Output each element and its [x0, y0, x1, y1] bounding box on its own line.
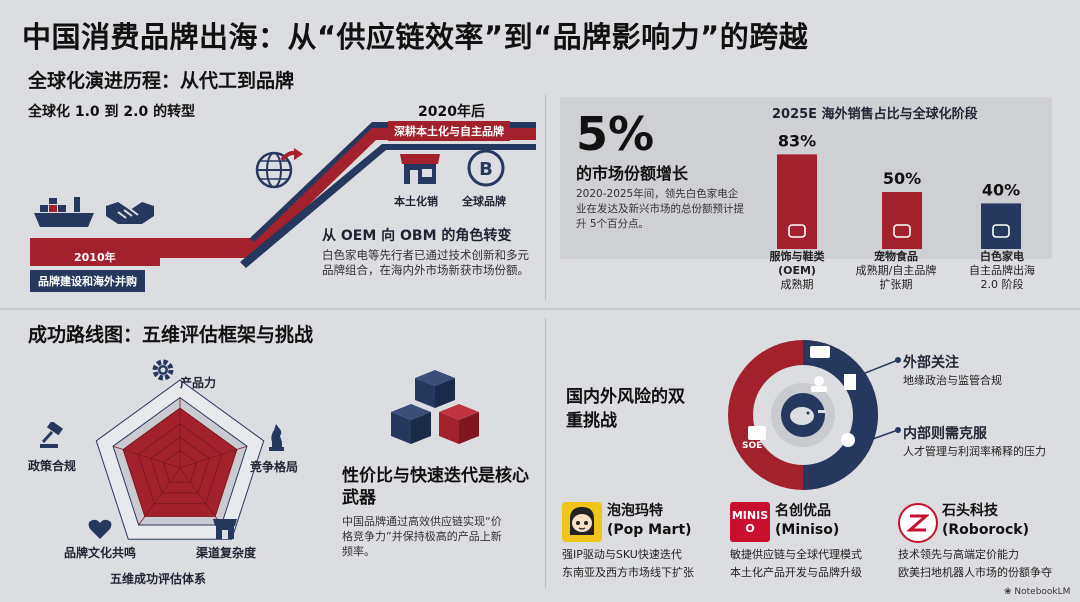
- bar-petfood-icon: [893, 224, 911, 238]
- bar-label-petfood-1: 宠物食品: [874, 250, 918, 263]
- watermark-logo-icon: ❀: [1004, 587, 1015, 597]
- evolution-heading: 全球化演进历程：从代工到品牌: [28, 70, 295, 92]
- chart-title: 2025E 海外销售占比与全球化阶段: [772, 107, 978, 122]
- watermark: ❀ NotebookLM: [1004, 587, 1070, 597]
- donut-connector-lines: [860, 357, 901, 441]
- radar-axis-4: [112, 445, 181, 469]
- bar-label-apparel-1: 服饰与鞋类: [769, 250, 825, 263]
- divider-vertical-bottom: [545, 318, 546, 588]
- bar-label-apparel: 服饰与鞋类 (OEM) 成熟期: [752, 250, 842, 292]
- radar-axis-1: [179, 445, 248, 469]
- chess-knight-icon: [269, 424, 284, 451]
- risk-donut-chart: SOE: [728, 340, 878, 490]
- big-number-label: 的市场份额增长: [576, 164, 689, 183]
- global-brand-coin-icon: B: [467, 149, 505, 187]
- oem-title: 从 OEM 向 OBM 的角色转变: [322, 228, 512, 244]
- big-number: 5%: [576, 107, 655, 161]
- bar-label-petfood-2: 成熟期/自主品牌: [855, 264, 937, 277]
- roadmap-heading: 成功路线图：五维评估框架与挑战: [28, 324, 314, 346]
- dim-brand-culture: 品牌文化共鸣: [64, 546, 137, 560]
- brand-miniso-name: 名创优品: [775, 503, 831, 519]
- popmart-character-icon: [570, 507, 594, 535]
- bar-label-apparel-2: (OEM): [778, 264, 816, 277]
- radar-axis-3: [138, 467, 181, 526]
- brand-roborock-desc1: 技术领先与高端定价能力: [898, 548, 1019, 561]
- brand-popmart-desc1: 强IP驱动与SKU快速迭代: [562, 548, 682, 561]
- market-desc: 2020-2025年间，领先白色家电企业在发达及新兴市场的总份额预计提升 5个百…: [576, 188, 744, 230]
- core-desc: 中国品牌通过高效供应链实现“价格竞争力”并保持极高的产品上新频率。: [342, 515, 502, 558]
- popmart-logo: [562, 502, 602, 542]
- gavel-icon: [40, 422, 64, 448]
- risk-internal-title: 内部则需克服: [903, 426, 987, 442]
- bar-label-petfood: 宠物食品 成熟期/自主品牌 扩张期: [846, 250, 946, 292]
- radar-chart: [95, 379, 265, 540]
- label-2010: 品牌建设和海外并购: [30, 270, 145, 292]
- brand-miniso-desc2: 本土化产品开发与品牌升级: [730, 566, 862, 579]
- evolution-subheading: 全球化 1.0 到 2.0 的转型: [28, 104, 196, 120]
- dim-competition: 竞争格局: [250, 460, 299, 474]
- handshake-icon: [106, 202, 154, 224]
- dim-compliance: 政策合规: [28, 459, 77, 473]
- heart-icon: [88, 519, 112, 539]
- cargo-ship-icon: [34, 197, 94, 227]
- roborock-logo: [898, 503, 938, 543]
- year-2020-label: 2020年后: [418, 104, 485, 120]
- brand-popmart-name: 泡泡玛特: [607, 503, 663, 519]
- page-title: 中国消费品牌出海：从“供应链效率”到“品牌影响力”的跨越: [22, 20, 809, 54]
- overseas-share-bar-chart: 83% 50% 40%: [777, 131, 1021, 249]
- miniso-logo: MINISO: [730, 502, 770, 542]
- brand-roborock-name: 石头科技: [942, 503, 998, 519]
- divider-vertical-top: [545, 95, 546, 300]
- brand-miniso-desc1: 敏捷供应链与全球代理模式: [730, 548, 862, 561]
- year-2010-label: 2010年: [30, 248, 160, 266]
- roborock-z-icon: [907, 514, 929, 532]
- dim-channel: 渠道复杂度: [196, 546, 257, 560]
- oem-desc: 白色家电等先行者已通过技术创新和多元品牌组合，在海内外市场新获市场份额。: [322, 248, 529, 277]
- bar-petfood-value-label: 50%: [883, 169, 921, 188]
- brand-popmart-desc2: 东南亚及西方市场线下扩张: [562, 566, 694, 579]
- bar-label-appliance-1: 白色家电: [980, 250, 1024, 263]
- risk-title: 国内外风险的双重挑战: [566, 387, 685, 431]
- bar-petfood: [882, 192, 922, 249]
- bar-appliance-icon: [992, 224, 1010, 238]
- icon-label-local: 本土化销: [394, 195, 438, 208]
- dim-product: 产品力: [180, 376, 217, 390]
- bar-apparel-icon: [788, 224, 806, 238]
- brand-popmart-en: (Pop Mart): [607, 522, 692, 538]
- bar-label-appliance-3: 2.0 阶段: [980, 278, 1024, 291]
- brand-miniso-en: (Miniso): [775, 522, 840, 538]
- divider-horizontal: [0, 308, 1080, 310]
- watermark-text: NotebookLM: [1014, 587, 1071, 597]
- bar-apparel: [777, 154, 817, 249]
- core-title: 性价比与快速迭代是核心武器: [342, 466, 529, 508]
- bar-appliance: [981, 203, 1021, 249]
- svg-text:B: B: [479, 159, 493, 180]
- bar-label-appliance: 白色家电 自主品牌出海 2.0 阶段: [950, 250, 1054, 292]
- bar-label-appliance-2: 自主品牌出海: [969, 264, 1035, 277]
- risk-external-desc: 地缘政治与监管合规: [903, 374, 1002, 387]
- radar-axis-2: [179, 467, 222, 526]
- risk-external-title: 外部关注: [903, 355, 959, 371]
- shop-icon: [213, 519, 237, 539]
- bar-label-apparel-3: 成熟期: [780, 278, 814, 291]
- brand-roborock-desc2: 欧美扫地机器人市场的份额争夺: [898, 566, 1052, 579]
- radar-grid-2: [162, 449, 198, 483]
- icon-label-brand: 全球品牌: [462, 195, 506, 208]
- svg-text:SOE: SOE: [742, 441, 762, 451]
- bar-appliance-value-label: 40%: [982, 180, 1020, 199]
- bar-label-petfood-3: 扩张期: [879, 278, 913, 291]
- storefront-icon: [400, 154, 440, 184]
- globe-arrow-icon: [255, 148, 303, 189]
- label-2020: 深耕本土化与自主品牌: [388, 121, 510, 141]
- brand-roborock-en: (Roborock): [942, 522, 1029, 538]
- risk-internal-desc: 人才管理与利润率稀释的压力: [903, 445, 1046, 458]
- bar-apparel-value-label: 83%: [778, 131, 816, 150]
- cube-boxes-icon: [391, 370, 479, 444]
- radar-grid-0: [137, 423, 223, 505]
- radar-grid-1: [150, 436, 210, 494]
- gear-icon: [152, 359, 174, 381]
- radar-title: 五维成功评估体系: [110, 572, 207, 586]
